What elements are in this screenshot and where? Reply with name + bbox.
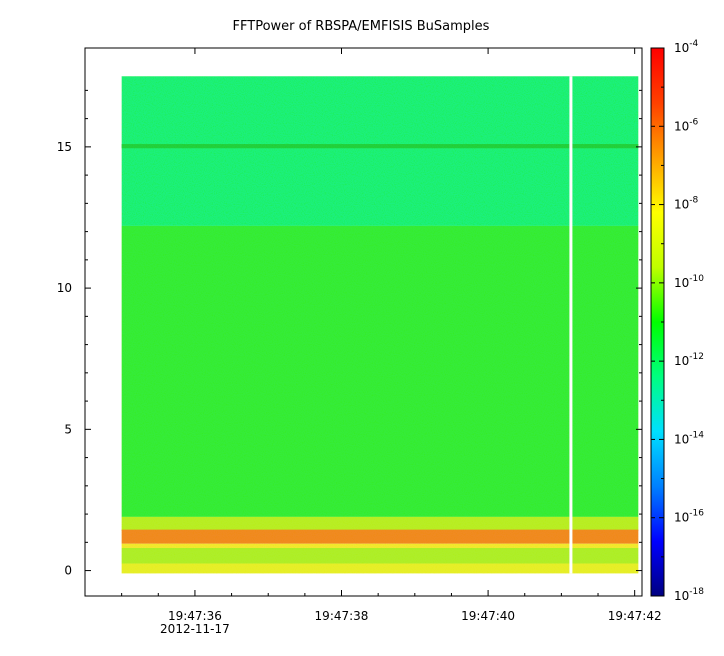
plot-area (84, 47, 643, 597)
colorbar-tick-label: 10-18 (674, 587, 704, 603)
spectrogram-band (121, 529, 639, 544)
spectrogram-band (121, 563, 639, 574)
spectrogram-band (121, 225, 639, 517)
x-tick-label: 19:47:36 (168, 609, 222, 623)
spectrogram-band (121, 543, 639, 548)
colorbar-tick-label: 10-8 (674, 196, 699, 212)
spectrogram-band (121, 144, 639, 149)
y-tick-label: 15 (57, 140, 72, 154)
y-tick-label: 10 (57, 281, 72, 295)
spectrogram-band (121, 547, 639, 564)
spectrogram-bands (121, 76, 639, 574)
colorbar-ticks: 10-18 10-16 10-14 10-12 10-10 10-8 10-6 10-4 (651, 39, 704, 603)
x-tick-label: 19:47:38 (315, 609, 369, 623)
colorbar-tick-label: 10-10 (674, 274, 704, 290)
x-tick-label: 19:47:40 (461, 609, 515, 623)
y-tick-label: 0 (64, 564, 72, 578)
x-tick-label: 19:47:42 (608, 609, 662, 623)
colorbar-tick-label: 10-14 (674, 430, 704, 446)
y-tick-label: 5 (64, 422, 72, 436)
spectrogram-band (121, 76, 639, 226)
colorbar-tick-label: 10-4 (674, 39, 699, 55)
chart-title: FFTPower of RBSPA/EMFISIS BuSamples (233, 19, 490, 34)
x-tick-sublabel: 2012-11-17 (160, 622, 230, 636)
plot-frame (84, 47, 643, 597)
colorbar-tick-label: 10-6 (674, 117, 699, 133)
colorbar-tick-label: 10-16 (674, 509, 704, 525)
colorbar: 10-18 10-16 10-14 10-12 10-10 10-8 10-6 10-4 (650, 39, 704, 603)
data-gap (569, 76, 573, 574)
y-axis: 0 5 10 15 (57, 89, 642, 578)
colorbar-tick-label: 10-12 (674, 352, 704, 368)
spectrogram-band (121, 516, 639, 532)
